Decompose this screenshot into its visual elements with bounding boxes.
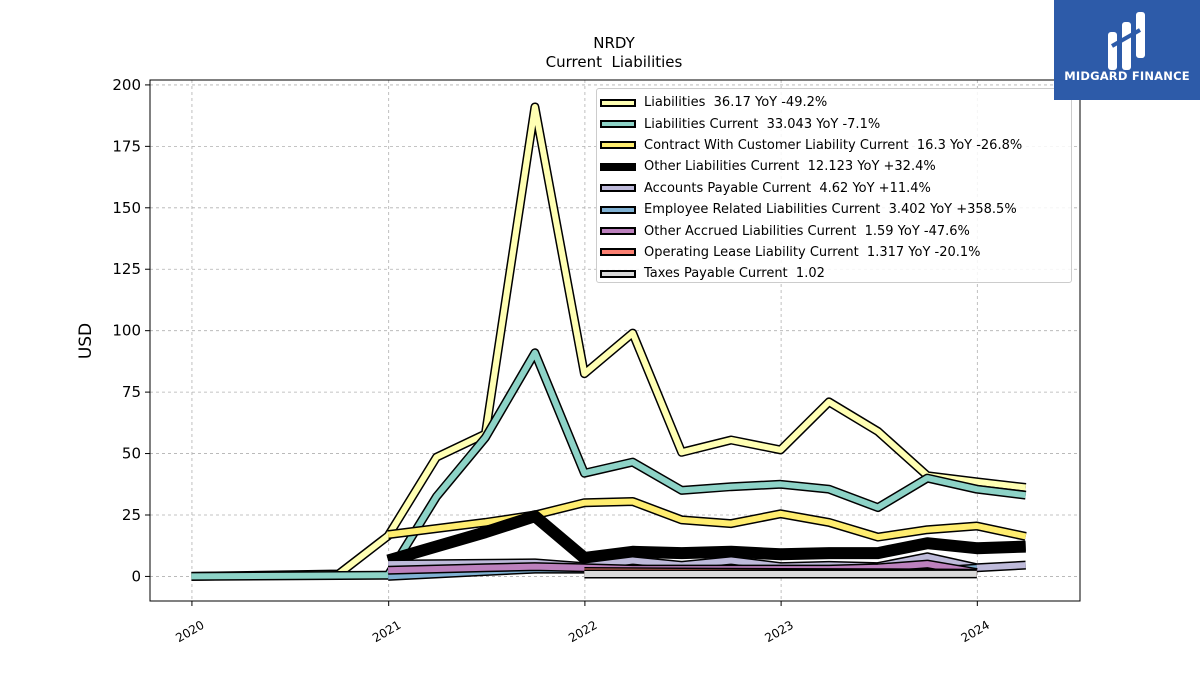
chart-subtitle: Current Liabilities	[546, 53, 683, 71]
chart-legend: Liabilities 36.17 YoY -49.2% Liabilities …	[596, 88, 1072, 283]
legend-entry: Operating Lease Liability Current 1.317 …	[597, 242, 1071, 263]
x-tick-label: 2022	[566, 618, 599, 645]
y-tick-label: 125	[112, 260, 141, 278]
legend-label: Other Liabilities Current 12.123 YoY +32…	[644, 159, 936, 175]
legend-swatch	[600, 248, 636, 257]
y-tick-label: 100	[112, 322, 141, 340]
legend-label: Contract With Customer Liability Current…	[644, 137, 1023, 153]
legend-swatch	[600, 227, 636, 236]
legend-label: Other Accrued Liabilities Current 1.59 Y…	[644, 223, 970, 239]
legend-swatch	[600, 141, 636, 150]
y-tick-label: 75	[122, 383, 141, 401]
legend-entry: Contract With Customer Liability Current…	[597, 135, 1071, 156]
legend-entry: Liabilities Current 33.043 YoY -7.1%	[597, 113, 1071, 134]
legend-entry: Other Accrued Liabilities Current 1.59 Y…	[597, 220, 1071, 241]
series-layer	[191, 102, 1027, 581]
legend-swatch	[600, 120, 636, 129]
y-tick-label: 50	[122, 445, 141, 463]
legend-label: Liabilities Current 33.043 YoY -7.1%	[644, 116, 881, 132]
legend-label: Taxes Payable Current 1.02	[644, 266, 825, 282]
y-tick-label: 200	[112, 76, 141, 94]
y-tick-label: 150	[112, 199, 141, 217]
legend-label: Employee Related Liabilities Current 3.4…	[644, 202, 1017, 218]
brand-name: MIDGARD FINANCE	[1064, 69, 1190, 83]
legend-entry: Employee Related Liabilities Current 3.4…	[597, 199, 1071, 220]
midgard-logo-icon	[1108, 12, 1145, 70]
x-tick-label: 2020	[173, 618, 206, 645]
x-tick-label: 2023	[762, 618, 795, 645]
legend-swatch	[600, 184, 636, 193]
legend-label: Accounts Payable Current 4.62 YoY +11.4%	[644, 180, 931, 196]
y-tick-label: 175	[112, 137, 141, 155]
legend-entry: Liabilities 36.17 YoY -49.2%	[597, 92, 1071, 113]
series-line	[191, 349, 1027, 580]
legend-swatch	[600, 98, 636, 107]
legend-swatch	[600, 205, 636, 214]
y-tick-label: 25	[122, 506, 141, 524]
brand-logo: MIDGARD FINANCE	[1054, 0, 1200, 100]
legend-swatch	[600, 269, 636, 278]
legend-entry: Accounts Payable Current 4.62 YoY +11.4%	[597, 178, 1071, 199]
x-tick-label: 2021	[370, 618, 403, 645]
plot-frame	[149, 79, 1081, 602]
y-axis-label: USD	[76, 323, 96, 359]
legend-label: Operating Lease Liability Current 1.317 …	[644, 244, 981, 260]
series-line	[191, 104, 1027, 580]
legend-label: Liabilities 36.17 YoY -49.2%	[644, 95, 828, 111]
series-line	[386, 511, 1026, 565]
x-tick-label: 2024	[959, 618, 992, 645]
legend-swatch	[600, 162, 636, 171]
legend-entry: Taxes Payable Current 1.02	[597, 263, 1071, 284]
chart-title: NRDY	[593, 34, 635, 52]
y-tick-label: 0	[131, 567, 141, 585]
legend-entry: Other Liabilities Current 12.123 YoY +32…	[597, 156, 1071, 177]
